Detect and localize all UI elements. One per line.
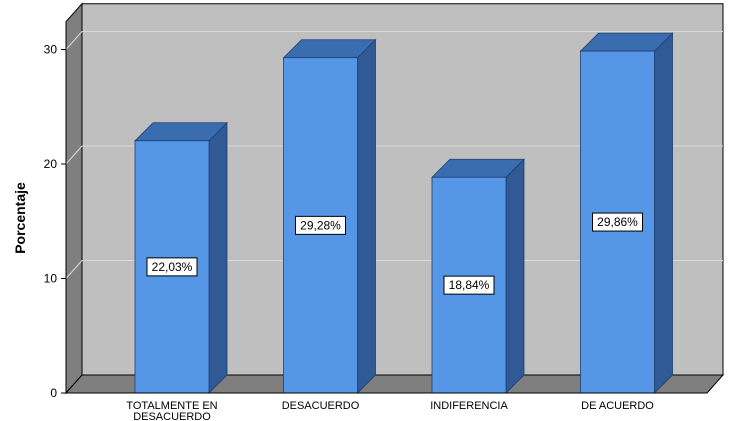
axes xyxy=(61,21,707,394)
gridline-side xyxy=(65,145,83,165)
y-tick-label: 30 xyxy=(44,43,58,57)
data-label-2: 29,28% xyxy=(295,215,346,235)
y-tick-label: 0 xyxy=(50,386,57,400)
data-label-box xyxy=(443,275,495,295)
data-label-box xyxy=(146,257,198,277)
data-label-text: 18,84% xyxy=(449,278,490,292)
data-label-box xyxy=(295,215,346,235)
bar-side xyxy=(208,121,228,394)
data-label-3: 18,84% xyxy=(443,275,495,295)
y-axis-label: Porcentaje xyxy=(12,182,28,254)
plot-left-wall xyxy=(65,2,83,395)
x-category-label: TOTALMENTE EN DESACUERDO xyxy=(126,400,217,421)
bar-side xyxy=(357,38,376,394)
labels: 0 10 20 30 22,03% TOTALMENTE EN DESACUERDO 29,2… xyxy=(44,43,655,421)
y-tick-label: 10 xyxy=(44,272,58,286)
data-label-text: 22,03% xyxy=(152,260,193,274)
data-label-box xyxy=(592,212,643,232)
x-category-label: DESACUERDO xyxy=(282,400,360,412)
x-category-label: DE ACUERDO xyxy=(581,400,654,412)
gridline-side xyxy=(65,31,83,50)
bar-side xyxy=(505,158,525,394)
bar-side xyxy=(654,32,673,394)
data-label-1: 22,03% xyxy=(146,257,198,277)
gridline-side xyxy=(65,260,83,279)
x-category-label: INDIFERENCIA xyxy=(430,400,508,412)
data-label-text: 29,86% xyxy=(597,215,638,229)
data-label-4: 29,86% xyxy=(592,212,643,232)
data-label-text: 29,28% xyxy=(300,218,341,232)
y-tick-label: 20 xyxy=(44,157,58,171)
